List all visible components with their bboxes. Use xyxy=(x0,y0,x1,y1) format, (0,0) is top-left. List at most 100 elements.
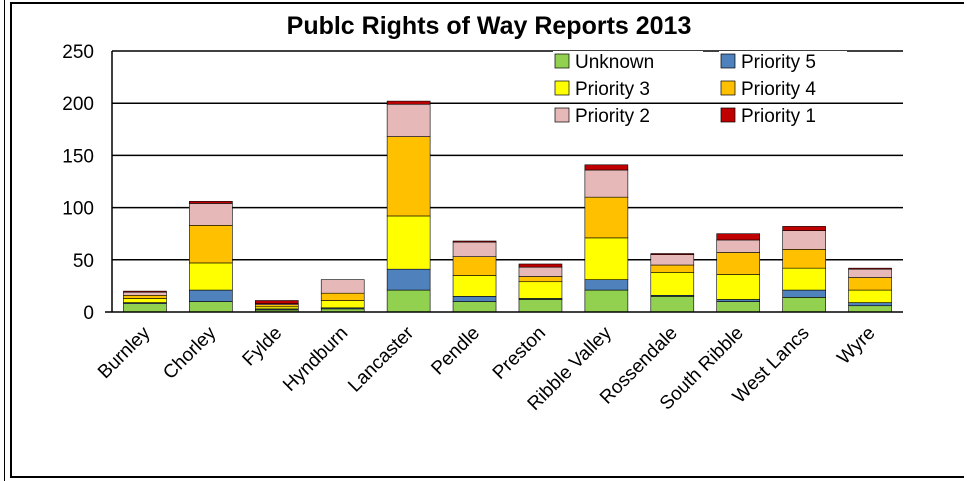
bar-segment xyxy=(782,226,826,231)
bar-segment xyxy=(716,239,761,253)
bar-segment xyxy=(848,302,892,307)
bar-segment xyxy=(848,267,892,270)
bar-segment xyxy=(189,203,233,226)
bar-segment xyxy=(254,300,299,304)
bar-segment xyxy=(518,276,563,283)
x-tick-label: Pendle xyxy=(427,323,484,380)
bar-segment xyxy=(848,289,892,303)
bar-segment xyxy=(386,268,431,291)
bar-segment xyxy=(123,291,167,296)
bar-segment xyxy=(452,275,497,297)
bar-segment xyxy=(584,237,629,280)
bar-segment xyxy=(518,281,563,299)
left-border xyxy=(0,0,5,481)
legend-item-background xyxy=(553,51,703,72)
bar-segment xyxy=(320,279,365,294)
legend-label: Priority 1 xyxy=(741,106,816,127)
legend-label: Unknown xyxy=(575,52,654,73)
bar-segment xyxy=(782,230,826,250)
bar-segment xyxy=(716,233,761,241)
y-tick-label: 250 xyxy=(62,42,94,63)
y-tick-labels: 0 50 100 150 200 250 xyxy=(62,42,94,324)
legend-label: Priority 5 xyxy=(741,52,816,73)
legend-item-background xyxy=(719,105,847,126)
bar-segment xyxy=(320,292,365,301)
chart-frame xyxy=(10,2,964,478)
bar-segment xyxy=(452,241,497,257)
bar-segment xyxy=(584,169,629,198)
legend-swatch xyxy=(554,80,570,96)
bar-segment xyxy=(716,274,761,300)
legend-swatch xyxy=(720,53,736,69)
bar-segment xyxy=(848,268,892,278)
legend-swatch xyxy=(554,53,570,69)
legend-swatch xyxy=(554,107,570,123)
x-tick-label: Fylde xyxy=(239,323,287,371)
bar-segment xyxy=(386,100,431,105)
axes xyxy=(105,51,903,313)
bar-segment xyxy=(452,256,497,276)
legend-item-background xyxy=(553,78,703,99)
legend-item-background xyxy=(719,51,847,72)
bar-segment xyxy=(584,279,629,291)
x-tick-label: Hyndburn xyxy=(279,323,352,396)
x-tick-label: Chorley xyxy=(159,322,220,383)
bar-segment xyxy=(650,272,695,296)
bar-segment xyxy=(189,289,233,302)
bar-segment xyxy=(123,290,167,293)
y-tick-label: 50 xyxy=(73,251,94,272)
legend-swatch xyxy=(720,80,736,96)
bar-segment xyxy=(254,304,299,308)
bar-segment xyxy=(782,297,826,313)
bar-segment xyxy=(386,103,431,137)
bar-segment xyxy=(189,201,233,204)
bar-segment xyxy=(123,298,167,303)
bar-segment xyxy=(650,253,695,255)
bar-segment xyxy=(716,301,761,313)
bar-segment xyxy=(386,289,431,313)
legend-label: Priority 3 xyxy=(575,79,650,100)
bar-segment xyxy=(123,294,167,299)
legend-swatch xyxy=(720,107,736,123)
bar-segment xyxy=(123,303,167,313)
bar-segment xyxy=(584,289,629,313)
legend: Unknown Priority 5 Priority 3 Priority 4 Pri… xyxy=(553,51,847,127)
y-tick-label: 0 xyxy=(83,303,94,324)
y-tick-label: 200 xyxy=(62,94,94,115)
bar-segment xyxy=(452,296,497,302)
bar-segment xyxy=(518,266,563,277)
bar-segment xyxy=(782,267,826,291)
bars xyxy=(123,100,892,313)
bar-segment xyxy=(782,249,826,269)
bar-segment xyxy=(584,164,629,171)
bar-segment xyxy=(518,263,563,268)
legend-label: Priority 2 xyxy=(575,106,650,127)
bar-segment xyxy=(452,240,497,243)
y-tick-label: 100 xyxy=(62,199,94,220)
bar-segment xyxy=(518,299,563,313)
bar-segment xyxy=(650,254,695,266)
bar-segment xyxy=(386,215,431,270)
bar-segment xyxy=(650,264,695,273)
bar-segment xyxy=(189,225,233,264)
chart-title: Publc Rights of Way Reports 2013 xyxy=(287,12,692,40)
bar-segment xyxy=(386,136,431,217)
x-tick-label: Lancaster xyxy=(344,322,418,396)
bar-segment xyxy=(848,305,892,313)
bar-segment xyxy=(848,277,892,291)
bar-segment xyxy=(254,306,299,310)
bar-segment xyxy=(189,301,233,313)
bar-segment xyxy=(650,296,695,313)
bar-segment xyxy=(716,252,761,275)
bar-segment xyxy=(452,301,497,313)
x-tick-label: Preston xyxy=(489,323,550,384)
bar-segment xyxy=(584,196,629,239)
x-tick-label: Wyre xyxy=(833,323,879,369)
legend-item-background xyxy=(553,105,703,126)
x-tick-label: Burnley xyxy=(94,322,155,383)
y-tick-label: 150 xyxy=(62,146,94,167)
bar-segment xyxy=(716,299,761,302)
legend-label: Priority 4 xyxy=(741,79,816,100)
